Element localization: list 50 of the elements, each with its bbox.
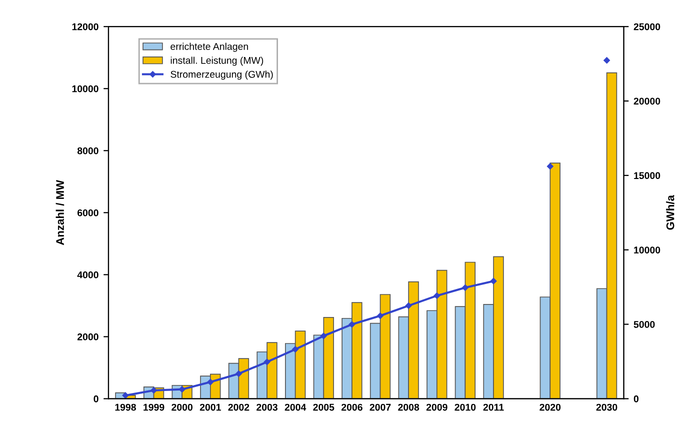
y2-tick-label: 10000 [634,246,660,254]
legend-label: install. Leistung (MW) [170,56,264,66]
x-tick-label: 2010 [454,404,476,411]
legend-label: Stromerzeugung (GWh) [170,70,273,80]
y2-axis-title: GWh/a [666,194,674,230]
x-tick-label: 2004 [284,404,306,411]
point [236,370,242,377]
point [405,302,412,309]
y-tick-label: 2000 [77,333,98,340]
y2-tick-label: 20000 [634,98,660,105]
point [604,57,610,64]
x-tick-label: 2001 [200,404,221,411]
y-tick-label: 10000 [72,85,98,92]
point [547,163,554,170]
y2-tick-label: 15000 [634,172,660,180]
y2-tick-label: 0 [634,395,638,402]
point [377,312,384,319]
y-tick-label: 6000 [77,209,98,216]
x-tick-label: 2003 [256,404,278,411]
x-tick-label: 1998 [115,404,136,411]
x-tick-label: 2020 [540,404,561,411]
point [348,321,356,328]
x-tick-label: 2002 [228,404,250,411]
legend-label: errichtete Anlagen [170,42,248,52]
point [462,284,468,291]
x-tick-label: 2006 [341,404,362,411]
y-axis-title: Anzahl / MW [56,180,64,246]
y-tick-label: 4000 [77,271,98,278]
y-tick-label: 12000 [72,23,98,30]
point [320,332,327,340]
point [178,386,186,392]
y2-tick-label: 5000 [634,321,655,328]
point [207,378,214,386]
x-tick-label: 1999 [144,404,164,411]
y2-tick-label: 25000 [634,23,660,30]
point [434,292,440,299]
x-tick-label: 2008 [398,404,420,411]
point [150,387,157,394]
x-tick-label: 2009 [426,404,448,411]
x-tick-label: 2030 [596,404,618,411]
x-tick-label: 2011 [483,404,504,411]
x-tick-label: 2005 [313,404,334,411]
point [292,346,298,352]
x-tick-label: 2007 [370,404,391,411]
point [264,358,270,366]
point [122,392,129,399]
point [490,278,497,284]
y-tick-label: 8000 [77,147,98,154]
y-tick-label: 0 [94,395,98,402]
x-tick-label: 2000 [172,404,193,411]
